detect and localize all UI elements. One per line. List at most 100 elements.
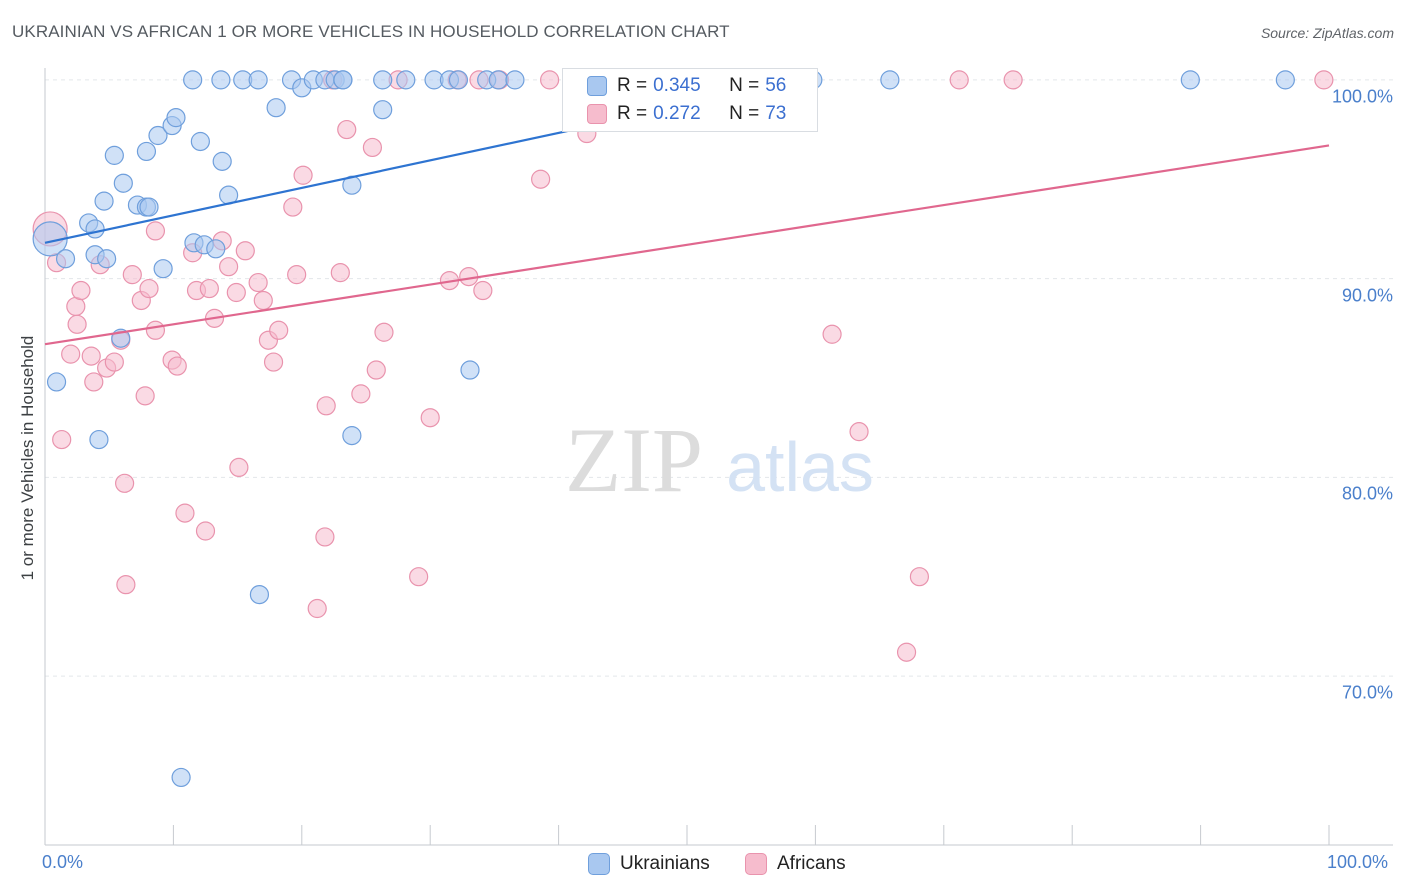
african-point	[287, 265, 307, 285]
n-label: N =	[729, 75, 760, 96]
n-value: 73	[765, 103, 787, 124]
african-point	[1314, 70, 1334, 90]
legend-label-ukrainians: Ukrainians	[620, 853, 710, 874]
ukrainian-point	[94, 191, 114, 211]
ukrainian-point	[488, 70, 508, 90]
n-value: 56	[765, 75, 787, 96]
ukrainian-point	[148, 125, 168, 146]
african-point	[283, 197, 303, 217]
r-value: 0.345	[653, 75, 701, 96]
ukrainian-point	[342, 426, 362, 446]
african-point	[822, 324, 842, 344]
african-point	[315, 527, 335, 547]
blue-swatch	[587, 76, 607, 96]
african-point	[84, 372, 104, 392]
r-value: 0.272	[653, 103, 701, 124]
african-point	[374, 322, 394, 342]
african-point	[351, 384, 371, 404]
african-point	[253, 290, 273, 311]
african-point	[115, 473, 135, 493]
african-point	[316, 396, 336, 416]
african-point	[473, 280, 493, 301]
source-label: Source: ZipAtlas.com	[1260, 25, 1394, 41]
african-point	[61, 344, 81, 364]
african-point	[248, 272, 268, 293]
african-point	[145, 221, 166, 241]
african-point	[235, 241, 255, 261]
ukrainian-point	[1275, 70, 1295, 90]
african-point	[71, 280, 91, 301]
axes	[44, 68, 1393, 846]
ukrainian-point	[153, 259, 173, 279]
ukrainian-point	[266, 98, 286, 118]
n-label: N =	[729, 103, 760, 124]
ukrainian-point	[171, 767, 191, 788]
watermark-atlas: atlas	[726, 428, 874, 506]
pink-swatch	[745, 853, 767, 875]
ukrainian-point	[46, 372, 67, 392]
african-point	[167, 356, 187, 376]
legend-item-ukrainians[interactable]: Ukrainians	[588, 852, 710, 876]
x-tick-right: 100.0%	[1327, 852, 1389, 872]
african-point	[263, 352, 284, 372]
stats-legend: R = 0.345 N = 56 R = 0.272 N = 73	[562, 68, 818, 132]
african-point	[135, 386, 155, 406]
african-point	[337, 119, 357, 140]
watermark-zip: ZIP	[565, 409, 703, 511]
ukrainian-point	[183, 70, 203, 90]
pink-swatch	[587, 104, 607, 124]
legend-label-africans: Africans	[777, 853, 846, 874]
african-point	[896, 642, 917, 662]
ukrainian-point	[104, 145, 124, 165]
ukrainians-points	[32, 70, 1295, 788]
african-point	[409, 567, 429, 587]
ukrainian-point	[206, 239, 226, 259]
african-point	[849, 422, 869, 442]
african-point	[52, 429, 72, 450]
african-point	[540, 70, 560, 90]
african-point	[145, 320, 166, 340]
ukrainian-point	[1180, 70, 1200, 90]
ukrainian-point	[460, 360, 480, 380]
y-tick-label: 70.0%	[1341, 682, 1393, 703]
ukrainian-point	[249, 584, 270, 605]
african-point	[1003, 70, 1023, 90]
ukrainian-point	[333, 70, 353, 90]
ukrainian-point	[166, 108, 186, 128]
y-tick-label: 80.0%	[1341, 483, 1393, 504]
ukrainian-point	[373, 70, 393, 90]
african-point	[330, 263, 350, 283]
african-point	[104, 352, 124, 372]
african-point	[195, 521, 216, 541]
r-label: R =	[617, 75, 648, 96]
legend-item-africans[interactable]: Africans	[745, 852, 846, 876]
ukrainian-point	[212, 151, 232, 171]
ukrainian-point	[448, 70, 469, 90]
african-point	[269, 320, 289, 340]
african-point	[226, 282, 246, 303]
ukrainian-point	[97, 249, 117, 269]
african-point	[362, 137, 383, 158]
african-point	[307, 598, 327, 619]
african-point	[366, 360, 386, 380]
african-point	[116, 575, 136, 595]
watermark: ZIP atlas	[565, 409, 874, 511]
stats-row-africans: R = 0.272 N = 73	[587, 102, 786, 126]
african-point	[420, 408, 440, 428]
african-point	[909, 567, 930, 587]
africans-trend-line	[44, 144, 1330, 346]
blue-swatch	[588, 853, 610, 875]
african-point	[199, 278, 219, 299]
african-point	[81, 346, 101, 366]
ukrainian-point	[880, 70, 900, 90]
african-point	[229, 457, 249, 478]
african-point	[122, 265, 142, 285]
gridlines	[45, 79, 1393, 677]
african-point	[66, 296, 86, 317]
ukrainian-point	[113, 173, 133, 193]
ukrainian-point	[139, 197, 159, 217]
african-point	[175, 503, 195, 523]
african-point	[949, 70, 969, 90]
r-label: R =	[617, 103, 648, 124]
